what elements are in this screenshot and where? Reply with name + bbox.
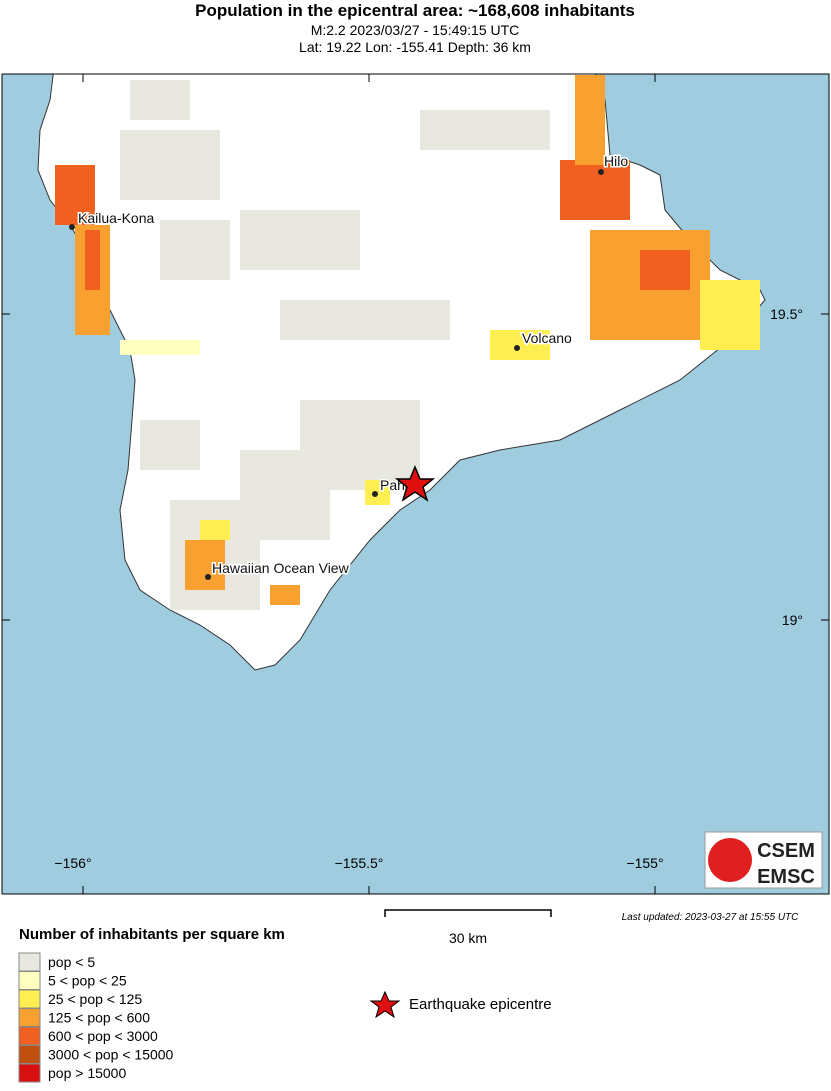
legend-swatch bbox=[18, 1026, 41, 1046]
legend-label: 600 < pop < 3000 bbox=[48, 1028, 158, 1044]
place-marker bbox=[205, 574, 211, 580]
title: Population in the epicentral area: ~168,… bbox=[195, 1, 635, 20]
legend: pop < 5 5 < pop < 25 25 < pop < 125 125 < p… bbox=[18, 952, 174, 1083]
legend-label: pop < 5 bbox=[48, 954, 95, 970]
legend-swatch bbox=[18, 1008, 41, 1027]
legend-label: 125 < pop < 600 bbox=[48, 1010, 150, 1026]
subtitle: M:2.2 2023/03/27 - 15:49:15 UTC bbox=[311, 22, 520, 38]
place-marker bbox=[69, 224, 75, 230]
place-marker bbox=[372, 491, 378, 497]
place-label: Hilo bbox=[604, 153, 628, 169]
logo: CSEM EMSC bbox=[704, 831, 823, 889]
logo-text: EMSC bbox=[757, 866, 815, 888]
lat-label: 19° bbox=[782, 612, 803, 628]
legend-swatch bbox=[18, 1045, 41, 1064]
subtitle: Lat: 19.22 Lon: -155.41 Depth: 36 km bbox=[299, 39, 531, 55]
lon-label: −155° bbox=[626, 855, 663, 871]
legend-title: Number of inhabitants per square km bbox=[19, 926, 285, 943]
place-marker bbox=[514, 345, 520, 351]
lon-label: −156° bbox=[54, 855, 91, 871]
legend-swatch bbox=[18, 1063, 41, 1083]
logo-text: CSEM bbox=[757, 840, 815, 862]
graticule: −156° −155.5° −155° 19.5° 19° bbox=[2, 74, 829, 894]
island-layer bbox=[37, 74, 766, 671]
scale-label: 30 km bbox=[449, 930, 487, 946]
legend-label: 3000 < pop < 15000 bbox=[48, 1047, 174, 1063]
lon-label: −155.5° bbox=[335, 855, 384, 871]
legend-swatch bbox=[18, 971, 41, 990]
legend-label: 5 < pop < 25 bbox=[48, 973, 127, 989]
legend-label: 25 < pop < 125 bbox=[48, 991, 142, 1007]
logo-globe bbox=[708, 838, 752, 882]
place-marker bbox=[598, 169, 604, 175]
map-frame bbox=[1, 73, 830, 895]
place-label: Hawaiian Ocean View bbox=[212, 560, 350, 576]
scale-line bbox=[384, 909, 552, 917]
legend-star bbox=[369, 990, 401, 1019]
legend-label: pop > 15000 bbox=[48, 1065, 126, 1081]
last-updated: Last updated: 2023-03-27 at 15:55 UTC bbox=[622, 912, 800, 923]
legend-label: Earthquake epicentre bbox=[409, 996, 552, 1013]
place-label: Kailua-Kona bbox=[78, 210, 154, 226]
legend-swatch bbox=[18, 989, 41, 1009]
populated-areas bbox=[55, 75, 760, 605]
low-density-areas bbox=[120, 80, 550, 610]
scale-bar: 30 km bbox=[384, 909, 552, 946]
epicentre-star bbox=[394, 465, 436, 502]
lat-label: 19.5° bbox=[770, 306, 803, 322]
place-label: Volcano bbox=[522, 330, 572, 346]
legend-swatch bbox=[18, 952, 41, 972]
